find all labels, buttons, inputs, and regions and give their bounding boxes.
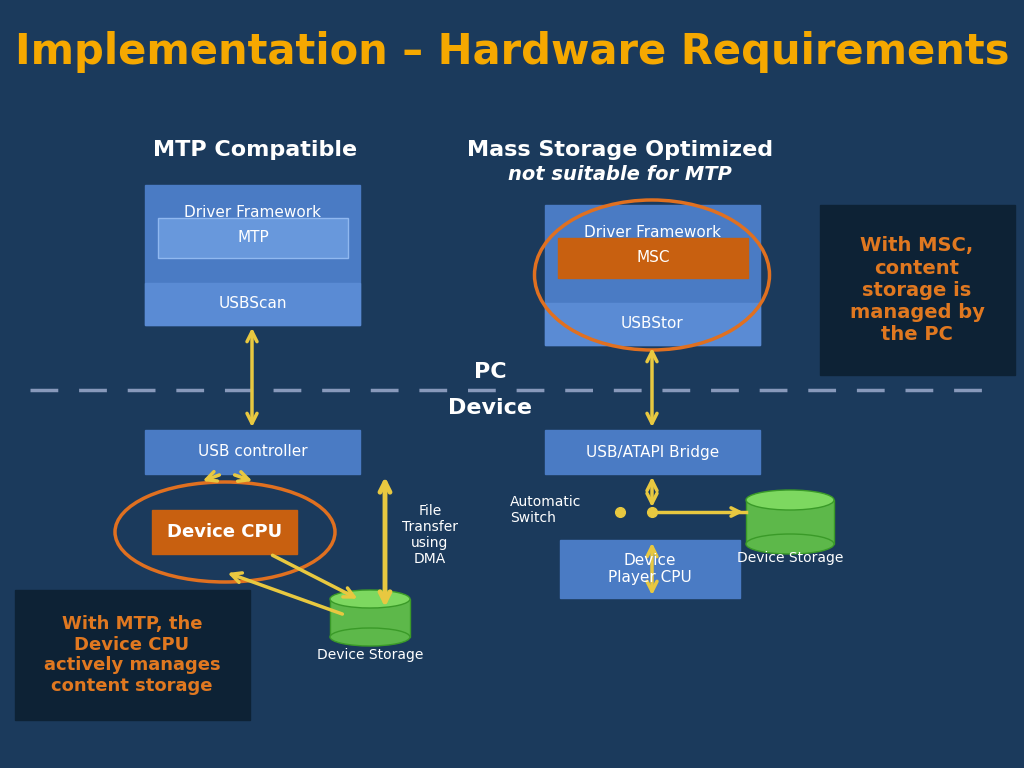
Bar — [558, 238, 748, 278]
Text: MSC: MSC — [636, 250, 670, 266]
Bar — [330, 599, 410, 637]
Bar — [545, 303, 760, 345]
Text: USB/ATAPI Bridge: USB/ATAPI Bridge — [586, 445, 719, 459]
Bar — [15, 590, 250, 720]
Text: With MSC,
content
storage is
managed by
the PC: With MSC, content storage is managed by … — [850, 237, 984, 343]
Bar — [560, 540, 740, 598]
Ellipse shape — [746, 534, 834, 554]
Bar — [746, 500, 834, 544]
Text: Device: Device — [449, 398, 532, 418]
Text: MTP Compatible: MTP Compatible — [153, 140, 357, 160]
Text: USBStor: USBStor — [622, 316, 684, 332]
Text: USBScan: USBScan — [218, 296, 287, 312]
Text: USB controller: USB controller — [198, 445, 307, 459]
Text: Device
Player CPU: Device Player CPU — [608, 553, 692, 585]
Bar — [152, 510, 297, 554]
Text: Driver Framework: Driver Framework — [584, 225, 721, 240]
Text: Automatic
Switch: Automatic Switch — [510, 495, 582, 525]
Bar — [545, 205, 760, 345]
Bar — [145, 283, 360, 325]
Text: not suitable for MTP: not suitable for MTP — [508, 165, 732, 184]
Text: MTP: MTP — [238, 230, 269, 246]
Ellipse shape — [746, 490, 834, 510]
Text: Device Storage: Device Storage — [737, 551, 843, 565]
Text: File
Transfer
using
DMA: File Transfer using DMA — [402, 504, 458, 566]
Text: PC: PC — [474, 362, 506, 382]
Text: Driver Framework: Driver Framework — [184, 205, 321, 220]
Bar — [545, 430, 760, 474]
Bar — [145, 430, 360, 474]
Text: Device CPU: Device CPU — [167, 523, 282, 541]
Text: Implementation – Hardware Requirements: Implementation – Hardware Requirements — [14, 31, 1010, 73]
Ellipse shape — [330, 628, 410, 646]
Text: Device Storage: Device Storage — [316, 648, 423, 662]
Bar — [820, 205, 1015, 375]
Ellipse shape — [330, 590, 410, 608]
Text: With MTP, the
Device CPU
actively manages
content storage: With MTP, the Device CPU actively manage… — [44, 615, 220, 695]
Bar — [158, 218, 348, 258]
Text: Mass Storage Optimized: Mass Storage Optimized — [467, 140, 773, 160]
Bar — [145, 185, 360, 325]
